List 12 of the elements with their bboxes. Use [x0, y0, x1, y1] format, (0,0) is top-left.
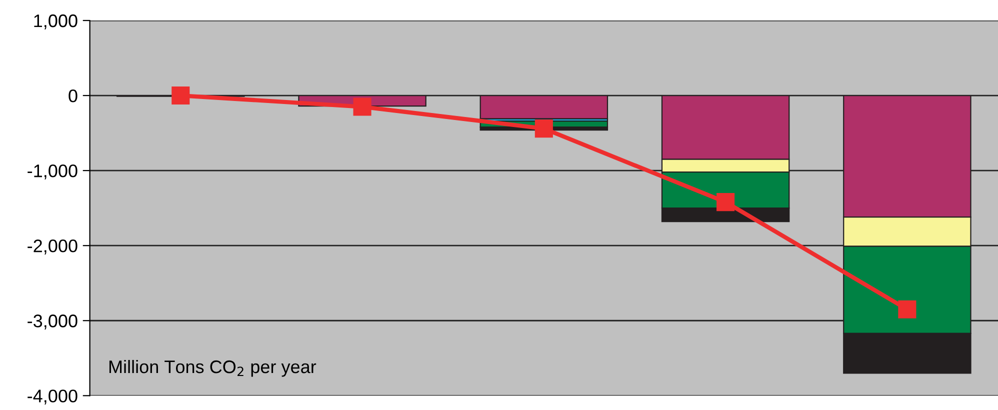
y-tick-label: -4,000	[28, 390, 78, 405]
y-tick-label: 0	[68, 89, 78, 102]
point	[534, 120, 553, 138]
point	[353, 98, 372, 116]
y-tick-label: -1,000	[28, 164, 78, 180]
point	[716, 193, 735, 212]
y-tick-label: 1,000	[34, 14, 78, 30]
point	[898, 300, 916, 318]
annotation: Million Tons CO$_{2}$ per year	[109, 360, 316, 377]
point	[172, 86, 190, 105]
y-tick-label: -3,000	[28, 314, 78, 330]
y-tick-label: -2,000	[28, 240, 78, 254]
